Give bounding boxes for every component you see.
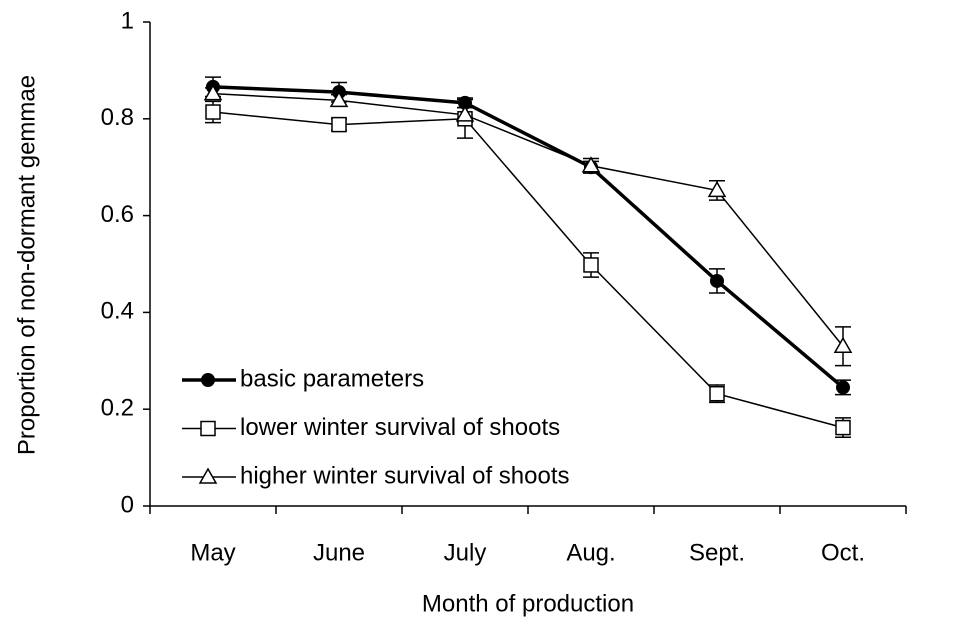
legend-label: higher winter survival of shoots [240,462,569,489]
marker [710,273,724,288]
x-tick-label: May [190,539,235,566]
y-axis-title: Proportion of non-dormant gemmae [13,75,40,455]
marker [833,336,853,354]
series-line [212,92,844,347]
marker [329,90,349,108]
y-tick-label: 0.2 [101,395,134,422]
legend-marker [198,467,218,484]
legend-label: basic parameters [240,365,424,392]
y-tick-label: 0.8 [101,104,134,131]
legend-label: lower winter survival of shoots [240,414,560,441]
series-line [212,85,845,389]
marker [707,180,727,198]
x-tick-label: Sept. [689,539,745,566]
x-axis-title: Month of production [422,590,634,617]
x-tick-label: June [313,539,365,566]
legend-marker [201,373,215,387]
y-tick-label: 0 [121,491,134,518]
legend-marker [200,420,216,437]
x-tick-label: Oct. [821,539,865,566]
x-tick-label: July [444,539,487,566]
marker [205,104,221,120]
marker [458,95,472,110]
y-tick-label: 0.4 [101,298,134,325]
x-tick-label: Aug. [566,539,615,566]
series-line [212,111,844,429]
marker [835,419,851,436]
marker [203,84,223,101]
y-tick-label: 0.6 [101,201,134,228]
marker [455,105,475,122]
marker [583,257,599,273]
marker [836,380,850,395]
marker [331,116,347,133]
y-tick-label: 1 [121,7,134,34]
marker [709,385,725,402]
marker [581,156,601,173]
